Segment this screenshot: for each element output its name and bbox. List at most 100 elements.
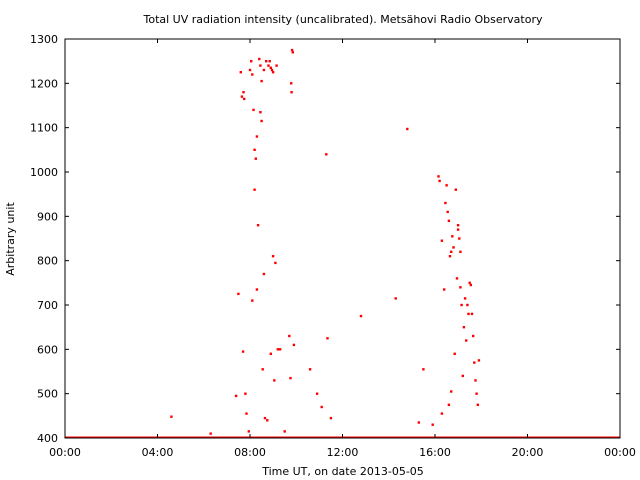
- data-point: [209, 432, 212, 435]
- data-point: [458, 237, 461, 240]
- data-point: [463, 297, 467, 300]
- data-point: [472, 334, 475, 338]
- data-point: [251, 299, 254, 302]
- data-point: [283, 430, 286, 433]
- data-point: [170, 415, 173, 418]
- data-point: [262, 272, 266, 276]
- data-point: [461, 374, 464, 378]
- data-point: [440, 239, 444, 242]
- data-point: [258, 57, 261, 61]
- data-point: [253, 148, 256, 151]
- data-point: [290, 82, 293, 85]
- data-point: [440, 412, 444, 415]
- data-point: [359, 314, 363, 318]
- data-point: [445, 184, 448, 187]
- data-point: [267, 64, 270, 67]
- data-point: [467, 312, 470, 316]
- data-point: [260, 79, 263, 83]
- data-point: [248, 68, 252, 72]
- data-point: [329, 416, 333, 420]
- data-point: [266, 419, 269, 422]
- data-point: [289, 376, 292, 380]
- data-point: [326, 337, 329, 340]
- data-point: [459, 250, 462, 253]
- data-point: [406, 127, 409, 131]
- data-point: [447, 219, 451, 222]
- data-point: [470, 312, 474, 316]
- data-point: [271, 255, 275, 258]
- data-point: [275, 64, 278, 67]
- data-point: [243, 97, 246, 101]
- data-point: [245, 412, 248, 415]
- data-point: [444, 201, 447, 205]
- y-tick-label: 500: [37, 388, 58, 401]
- data-point: [271, 71, 275, 74]
- chart-title: Total UV radiation intensity (uncalibrat…: [143, 13, 543, 26]
- data-point: [265, 60, 268, 63]
- x-tick-label: 16:00: [419, 446, 451, 459]
- y-tick-label: 1200: [30, 77, 58, 90]
- data-point: [234, 394, 238, 398]
- data-point: [255, 288, 259, 291]
- data-point: [308, 368, 312, 371]
- data-point: [268, 60, 271, 63]
- data-point: [474, 379, 477, 382]
- data-point: [450, 250, 453, 253]
- data-point: [278, 348, 282, 351]
- data-point: [259, 64, 262, 67]
- data-point: [443, 288, 446, 291]
- data-point: [291, 51, 294, 54]
- data-point: [240, 95, 244, 98]
- data-point: [438, 179, 441, 183]
- data-point: [252, 108, 255, 112]
- data-point: [456, 228, 460, 231]
- axis-ticks: 00:00 04:00 08:00 12:00 16:00 20:00 00:0040050…: [30, 33, 636, 459]
- data-point: [394, 297, 397, 300]
- data-point: [247, 430, 250, 433]
- data-point: [475, 392, 478, 395]
- data-point: [446, 210, 449, 214]
- data-point: [254, 157, 257, 160]
- data-point: [241, 350, 245, 353]
- data-point: [288, 334, 291, 338]
- y-axis-label: Arbitrary unit: [4, 202, 17, 276]
- data-point: [273, 379, 276, 382]
- data-point: [237, 292, 240, 296]
- x-tick-label: 12:00: [327, 446, 359, 459]
- x-tick-label: 20:00: [512, 446, 544, 459]
- data-point: [465, 339, 468, 342]
- y-tick-label: 700: [37, 299, 58, 312]
- data-point: [477, 359, 481, 362]
- y-tick-label: 900: [37, 210, 58, 223]
- y-tick-label: 1100: [30, 122, 58, 135]
- x-axis-label: Time UT, on date 2013-05-05: [261, 465, 424, 478]
- y-tick-label: 1000: [30, 166, 58, 179]
- data-point: [255, 135, 259, 138]
- data-points: [170, 48, 481, 435]
- data-point: [290, 48, 294, 52]
- y-tick-label: 800: [37, 255, 58, 268]
- data-point: [476, 403, 479, 406]
- data-point: [263, 416, 267, 420]
- data-point: [270, 68, 274, 72]
- data-point: [460, 303, 463, 307]
- data-point: [262, 68, 266, 72]
- data-point: [269, 352, 272, 355]
- x-tick-label: 08:00: [234, 446, 266, 459]
- data-point: [437, 175, 440, 178]
- data-point: [452, 246, 455, 249]
- data-point: [417, 421, 420, 424]
- data-point: [269, 66, 272, 69]
- data-point: [292, 343, 296, 347]
- data-point: [462, 326, 466, 329]
- plot-frame: [64, 38, 621, 439]
- data-point: [466, 303, 469, 307]
- x-tick-label: 04:00: [142, 446, 174, 459]
- data-point: [451, 235, 454, 238]
- data-point: [276, 348, 279, 351]
- data-point: [242, 91, 245, 94]
- data-point: [453, 352, 456, 355]
- data-point: [251, 73, 254, 76]
